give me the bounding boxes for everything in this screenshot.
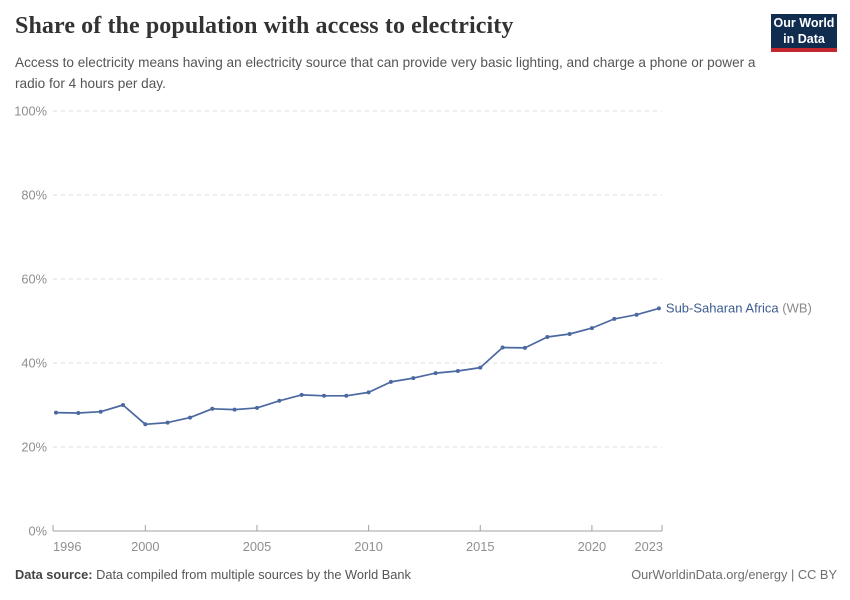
- data-point: [545, 335, 550, 339]
- y-axis-label: 100%: [14, 104, 47, 119]
- y-axis-label: 60%: [21, 272, 47, 287]
- data-point: [634, 312, 639, 317]
- chart-canvas: 0% 20% 40% 60% 80% 100% 1996 2000 2005 2010 2015 20…: [14, 104, 812, 555]
- data-point: [656, 306, 661, 311]
- data-point: [277, 398, 282, 403]
- x-axis-label: 1996: [53, 539, 81, 554]
- data-point: [344, 393, 349, 398]
- owid-link[interactable]: OurWorldinData.org/energy: [631, 567, 788, 582]
- data-point: [121, 403, 125, 407]
- footer-credit: OurWorldinData.org/energy | CC BY: [631, 567, 837, 582]
- data-point: [98, 409, 103, 414]
- data-point: [500, 345, 505, 350]
- data-point: [612, 316, 617, 321]
- data-source: Data source: Data compiled from multiple…: [15, 567, 411, 582]
- data-point: [143, 422, 148, 427]
- data-point: [54, 410, 58, 415]
- y-axis-label: 40%: [21, 356, 47, 371]
- logo-line1: Our World: [773, 16, 835, 30]
- chart-subtitle: Access to electricity means having an el…: [15, 55, 756, 92]
- data-source-text: Data compiled from multiple sources by t…: [92, 567, 411, 582]
- data-point: [366, 390, 371, 395]
- credit-separator: |: [787, 567, 798, 582]
- data-line: [55, 307, 660, 426]
- x-axis-label: 2005: [243, 539, 271, 554]
- y-axis-label: 80%: [21, 188, 47, 203]
- data-point: [589, 326, 594, 331]
- data-point: [478, 365, 483, 370]
- data-point: [455, 369, 460, 373]
- data-point: [76, 411, 81, 415]
- logo-line2: in Data: [783, 32, 825, 46]
- data-point: [299, 392, 304, 397]
- data-point: [188, 415, 192, 420]
- y-axis-label: 20%: [21, 440, 47, 455]
- license-label: CC BY: [797, 567, 837, 582]
- chart-footer: Data source: Data compiled from multiple…: [15, 567, 837, 582]
- data-point: [433, 371, 438, 376]
- data-point: [255, 405, 259, 410]
- data-point: [232, 407, 237, 412]
- x-axis-label: 2015: [466, 539, 494, 554]
- series-label: Sub-Saharan Africa (WB): [666, 300, 812, 315]
- x-axis-label: 2010: [354, 539, 382, 554]
- data-point: [210, 406, 215, 411]
- page-title: Share of the population with access to e…: [15, 13, 514, 39]
- data-point: [411, 376, 416, 381]
- data-point: [322, 393, 326, 398]
- data-source-label: Data source:: [15, 567, 93, 582]
- y-axis-label: 0%: [29, 524, 48, 539]
- data-point: [165, 420, 170, 425]
- data-point: [388, 379, 393, 384]
- data-point: [522, 345, 527, 350]
- x-axis-label: 2023: [635, 539, 663, 554]
- owid-logo: Our World in Data: [771, 14, 837, 52]
- x-axis-label: 2020: [578, 539, 606, 554]
- data-point: [567, 332, 572, 336]
- line-chart: 0% 20% 40% 60% 80% 100% 1996 2000 2005 2010 2015 20…: [0, 95, 850, 560]
- x-axis-label: 2000: [131, 539, 159, 554]
